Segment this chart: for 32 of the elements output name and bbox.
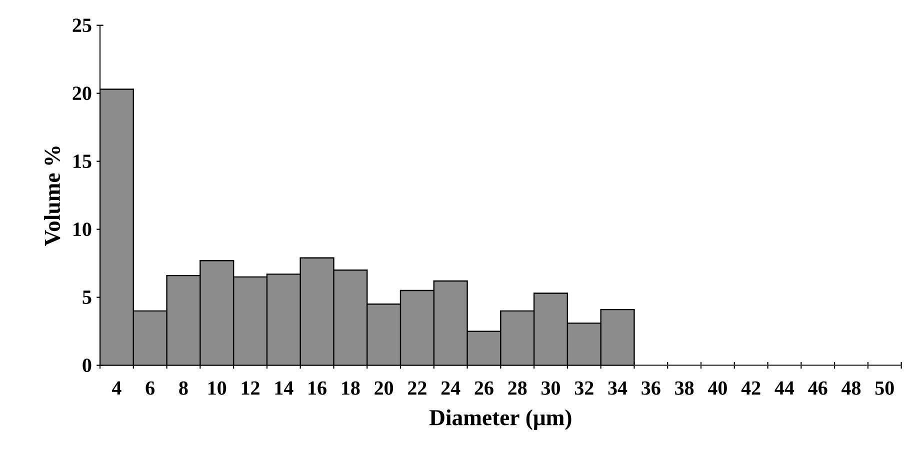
y-tick-label: 20 (72, 86, 92, 100)
x-tick-label: 26 (474, 381, 494, 395)
x-tick-label: 24 (441, 381, 460, 395)
x-tick-label: 48 (842, 381, 861, 395)
x-tick-label: 50 (875, 381, 894, 395)
x-tick-label: 34 (608, 381, 628, 395)
x-tick-label: 4 (112, 381, 122, 395)
x-tick-label: 40 (708, 381, 727, 395)
y-tick-label: 10 (74, 222, 92, 236)
y-tick-label: 0 (82, 358, 92, 372)
x-tick-label: 22 (408, 381, 426, 395)
x-tick-label: 14 (275, 381, 294, 395)
y-tick-label: 25 (72, 18, 92, 32)
x-tick-label: 28 (508, 381, 527, 395)
y-tick-label: 15 (74, 154, 92, 168)
x-tick-label: 46 (808, 381, 828, 395)
y-tick-label: 5 (82, 290, 92, 304)
x-tick-label: 12 (242, 381, 260, 395)
x-tick-label: 38 (675, 381, 694, 395)
x-tick-label: 36 (642, 381, 660, 395)
x-tick-label: 8 (179, 381, 188, 395)
x-tick-label: 18 (342, 381, 360, 395)
x-tick-label: 10 (208, 381, 226, 395)
x-tick-label: 16 (308, 381, 326, 395)
x-tick-label: 44 (774, 381, 794, 395)
x-tick-label: 6 (146, 381, 155, 395)
x-axis-title: Diameter (μm) (430, 409, 572, 430)
y-axis-title: Volume % (44, 146, 60, 246)
x-tick-label: 32 (574, 381, 594, 395)
x-tick-label: 42 (741, 381, 760, 395)
x-tick-label: 20 (374, 381, 394, 395)
x-tick-label: 30 (542, 381, 560, 395)
